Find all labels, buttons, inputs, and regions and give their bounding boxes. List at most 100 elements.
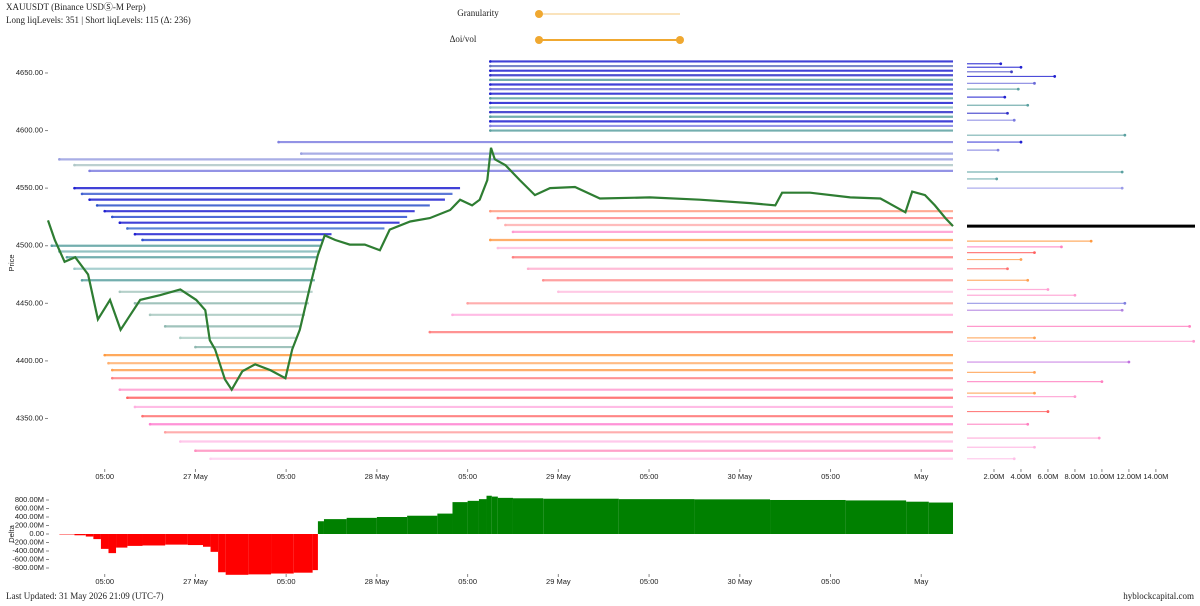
- delta-bar: [165, 534, 188, 545]
- delta-bar: [248, 534, 272, 575]
- liq-level-start: [209, 457, 212, 461]
- liq-level-start: [118, 388, 122, 391]
- liq-level-start: [141, 414, 144, 418]
- delta-bar: [100, 534, 109, 549]
- delta-bar: [74, 534, 86, 536]
- y-tick-label: 800.00M: [15, 495, 44, 504]
- liq-level-start: [103, 209, 107, 213]
- y-axis-label: Price: [7, 254, 16, 271]
- liq-level-start: [65, 255, 69, 259]
- liq-level-start: [107, 361, 110, 365]
- last-updated: Last Updated: 31 May 2026 21:09 (UTC-7): [6, 591, 163, 601]
- liq-level-start: [557, 290, 560, 294]
- liq-level-start: [110, 368, 114, 372]
- delta-bar: [127, 534, 143, 546]
- slider-handle[interactable]: [535, 10, 543, 18]
- x-tick-label: 05:00: [458, 472, 477, 481]
- delta-bar: [293, 534, 313, 573]
- liq-level-start: [488, 101, 492, 105]
- x-tick-label: 05:00: [821, 472, 840, 481]
- liq-bar-end: [1016, 87, 1020, 91]
- slider-handle[interactable]: [676, 36, 684, 44]
- delta-bar: [478, 499, 487, 534]
- x-tick-label: 2.00M: [984, 472, 1005, 481]
- delta-bar: [512, 498, 544, 534]
- delta-bar: [202, 534, 211, 547]
- liq-level-start: [110, 215, 114, 219]
- x-tick-label: 05:00: [640, 472, 659, 481]
- y-tick-label: 4550.00: [16, 183, 43, 192]
- delta-bar: [218, 534, 226, 573]
- x-tick-label: 29 May: [546, 472, 571, 481]
- delta-bar: [694, 499, 771, 534]
- y-axis-label: Delta: [7, 524, 16, 542]
- liq-bar-end: [1006, 267, 1009, 271]
- liq-level-start: [488, 83, 492, 86]
- liq-bar-end: [1123, 133, 1127, 137]
- y-tick-label: 4450.00: [16, 298, 43, 307]
- liq-level-start: [133, 302, 137, 305]
- price-line: [46, 147, 954, 392]
- delta-bar: [187, 534, 203, 546]
- delta-bar: [312, 534, 318, 571]
- delta-bar: [323, 519, 347, 534]
- delta-bar: [271, 534, 294, 574]
- liq-level-start: [179, 440, 182, 443]
- liq-level-start: [428, 330, 432, 334]
- x-tick-label: 8.00M: [1064, 472, 1085, 481]
- liq-level-start: [488, 106, 492, 109]
- liq-bar-end: [1033, 391, 1036, 395]
- x-tick-label: 27 May: [183, 577, 208, 586]
- liq-bar-end: [1053, 75, 1057, 78]
- delta-bar: [491, 496, 498, 534]
- liq-level-start: [488, 64, 492, 68]
- x-tick-label: 10.00M: [1089, 472, 1114, 481]
- y-tick-label: 4350.00: [16, 413, 43, 422]
- liq-bar-end: [1033, 445, 1036, 449]
- delta-bar: [346, 517, 377, 534]
- y-tick-label: 0.00: [29, 529, 44, 538]
- x-tick-label: 05:00: [458, 577, 477, 586]
- delta-bar: [845, 500, 907, 534]
- liq-bar-end: [1012, 457, 1016, 461]
- slider-label: Δoi/vol: [450, 34, 477, 44]
- delta-bar: [497, 497, 513, 534]
- y-tick-label: 4650.00: [16, 68, 43, 77]
- y-tick-label: 4400.00: [16, 356, 43, 365]
- liq-bar-end: [1019, 65, 1023, 69]
- x-tick-label: 05:00: [95, 577, 114, 586]
- delta-bar: [93, 534, 101, 540]
- liq-level-start: [488, 69, 492, 72]
- delta-bar: [928, 502, 953, 534]
- liq-level-start: [148, 422, 152, 426]
- y-tick-label: 400.00M: [15, 512, 44, 521]
- delta-bar: [407, 515, 438, 534]
- liq-bar-end: [1033, 81, 1036, 85]
- liq-level-start: [126, 396, 129, 400]
- delta-bar: [210, 534, 219, 552]
- liq-level-start: [488, 129, 492, 132]
- liq-level-start: [118, 221, 122, 224]
- x-tick-label: 05:00: [640, 577, 659, 586]
- delta-bar: [906, 501, 929, 534]
- liq-bar-end: [1120, 170, 1124, 174]
- y-tick-label: -600.00M: [12, 554, 44, 563]
- liq-level-start: [194, 345, 197, 349]
- slider-handle[interactable]: [535, 36, 543, 44]
- liq-level-start: [103, 353, 107, 357]
- delta-bar: [85, 534, 94, 537]
- delta-bar: [770, 499, 846, 534]
- delta-bar: [618, 499, 695, 534]
- liq-bar-end: [1123, 301, 1127, 305]
- liq-level-start: [118, 290, 122, 294]
- liq-level-start: [466, 302, 469, 305]
- liq-bar-end: [1046, 288, 1050, 291]
- liq-level-start: [488, 115, 492, 119]
- delta-bar: [108, 534, 117, 554]
- site: hyblockcapital.com: [1123, 591, 1194, 601]
- liq-bar-end: [1097, 436, 1101, 440]
- liq-level-start: [488, 209, 492, 213]
- liq-bar-end: [1127, 360, 1131, 364]
- liq-level-start: [277, 140, 280, 144]
- delta-bar: [467, 500, 479, 534]
